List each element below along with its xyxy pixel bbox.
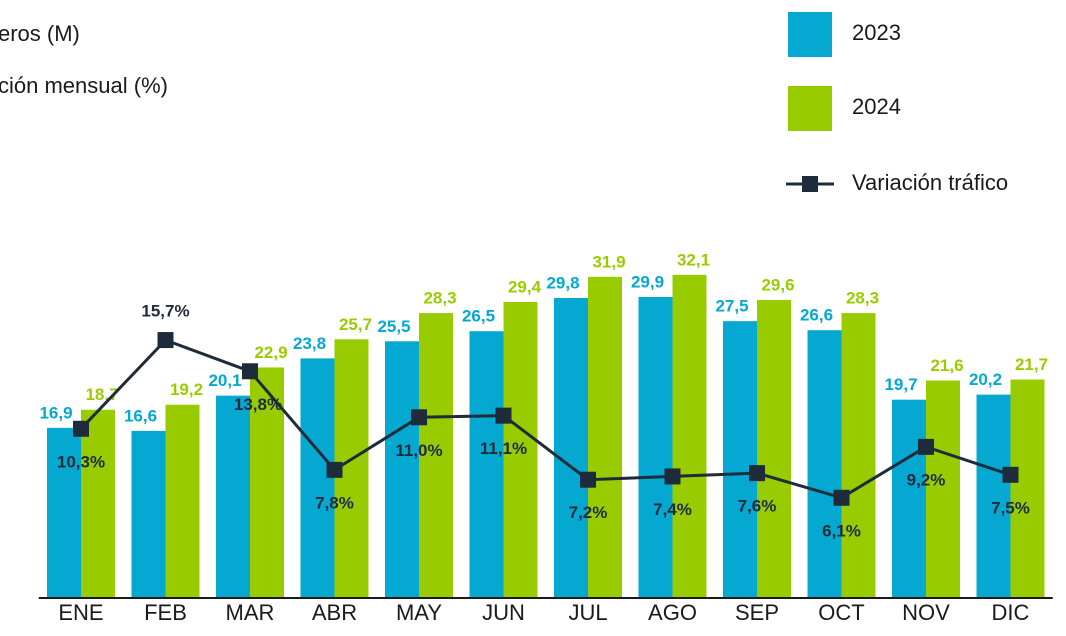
chart-title: eros (M)	[0, 21, 80, 46]
bar-value-label: 22,9	[254, 343, 287, 362]
bar	[841, 313, 876, 598]
line-value-label: 15,7%	[141, 302, 189, 321]
line-marker	[326, 461, 343, 478]
x-tick-label: NOV	[902, 600, 950, 625]
x-tick-label: ENE	[58, 600, 103, 625]
line-value-label: 7,2%	[569, 503, 608, 522]
line-marker	[749, 465, 765, 482]
legend-marker	[802, 176, 818, 192]
bar	[81, 409, 115, 598]
bar	[757, 300, 791, 598]
bar	[723, 321, 757, 598]
legend-label: 2024	[852, 94, 901, 119]
bar	[47, 427, 81, 598]
bar-value-label: 27,5	[715, 297, 748, 316]
line-value-label: 11,1%	[480, 439, 527, 458]
bar-value-label: 29,4	[508, 278, 542, 297]
legend-swatch	[788, 12, 832, 57]
bar-value-label: 23,8	[293, 334, 326, 353]
legend-label: Variación tráfico	[852, 170, 1008, 195]
bar-value-label: 20,2	[969, 370, 1002, 389]
line-value-label: 7,4%	[653, 500, 692, 519]
bar-value-label: 29,6	[761, 275, 794, 294]
bar	[976, 394, 1011, 598]
bar	[1010, 379, 1045, 598]
bar-value-label: 21,7	[1015, 355, 1048, 374]
bar	[131, 430, 166, 598]
bar-value-label: 26,6	[800, 306, 833, 325]
legend-label: 2023	[852, 20, 901, 45]
line-marker	[242, 363, 258, 380]
bar	[469, 331, 504, 598]
bar	[672, 274, 707, 598]
bar	[385, 341, 419, 598]
bar	[807, 330, 842, 598]
bar-value-label: 29,9	[631, 272, 664, 291]
bar	[554, 297, 588, 598]
bar-value-label: 29,8	[546, 273, 579, 292]
bar-value-label: 26,5	[462, 307, 495, 326]
line-marker	[495, 407, 512, 424]
bar-value-label: 25,5	[377, 317, 410, 336]
bar-value-label: 16,9	[39, 403, 72, 422]
bar	[588, 276, 622, 598]
bar-value-label: 19,7	[884, 375, 917, 394]
x-tick-label: JUN	[482, 600, 525, 625]
x-tick-label: MAY	[396, 600, 442, 625]
line-value-label: 9,2%	[907, 470, 946, 489]
bar-value-label: 19,2	[170, 380, 203, 399]
x-tick-label: OCT	[818, 600, 864, 625]
chart-subtitle: ción mensual (%)	[0, 73, 168, 98]
bar-value-label: 31,9	[592, 252, 625, 271]
bar	[165, 404, 200, 598]
bar	[419, 313, 453, 598]
x-tick-label: JUL	[568, 600, 607, 625]
bar-value-label: 20,1	[208, 371, 241, 390]
bar-value-label: 32,1	[677, 250, 710, 269]
x-tick-label: AGO	[648, 600, 697, 625]
bar-value-label: 21,6	[930, 356, 963, 375]
line-marker	[918, 438, 934, 455]
x-tick-label: MAR	[226, 600, 275, 625]
line-marker	[664, 468, 681, 485]
line-marker	[833, 489, 850, 506]
line-value-label: 11,0%	[395, 441, 442, 460]
line-marker	[1002, 466, 1019, 483]
x-tick-label: DIC	[992, 600, 1030, 625]
x-tick-label: SEP	[735, 600, 779, 625]
line-value-label: 7,5%	[991, 498, 1030, 517]
bar-value-label: 25,7	[339, 315, 372, 334]
line-marker	[157, 332, 174, 349]
bar	[638, 296, 673, 598]
line-value-label: 10,3%	[57, 452, 105, 471]
bar-value-label: 28,3	[423, 289, 456, 308]
line-marker	[580, 471, 596, 488]
bar	[300, 358, 335, 598]
line-marker	[411, 409, 427, 426]
line-value-label: 7,6%	[738, 497, 777, 516]
bar-value-label: 16,6	[124, 406, 157, 425]
bar	[892, 399, 926, 598]
x-tick-label: ABR	[312, 600, 357, 625]
line-marker	[73, 420, 89, 437]
bar	[926, 380, 960, 598]
line-value-label: 7,8%	[315, 493, 354, 512]
x-tick-label: FEB	[144, 600, 187, 625]
legend-swatch	[788, 86, 832, 131]
bar	[503, 302, 538, 598]
line-value-label: 13,8%	[234, 395, 282, 414]
bar-value-label: 28,3	[846, 289, 879, 308]
line-value-label: 6,1%	[822, 521, 861, 540]
bar	[216, 395, 250, 598]
line	[79, 338, 1011, 500]
